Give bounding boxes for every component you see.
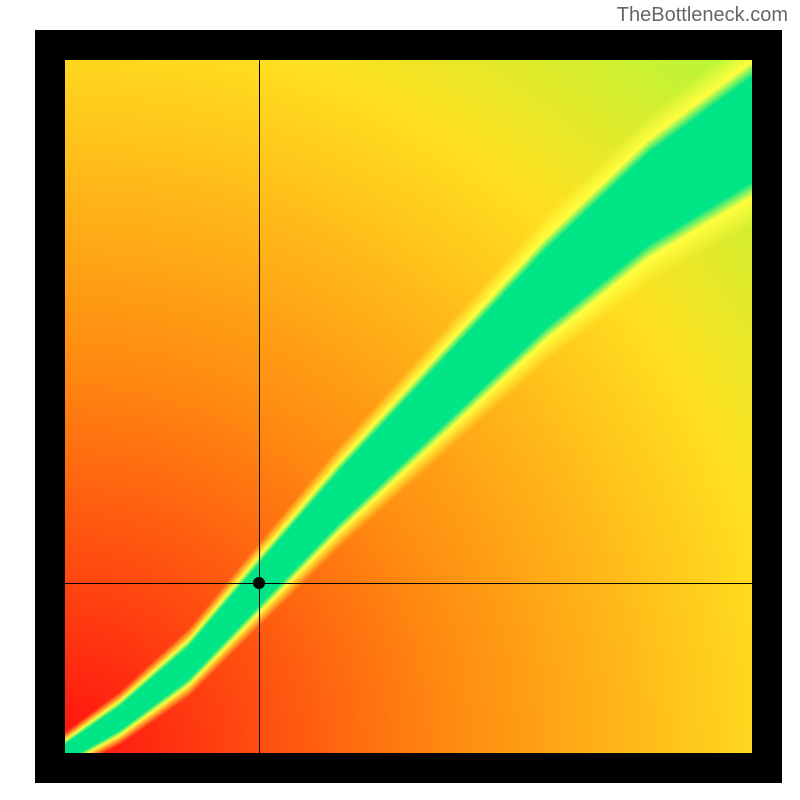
crosshair-horizontal xyxy=(65,583,752,584)
chart-container: TheBottleneck.com xyxy=(0,0,800,800)
watermark-text: TheBottleneck.com xyxy=(617,4,788,27)
plot-area xyxy=(65,60,752,753)
heatmap-canvas xyxy=(65,60,752,753)
crosshair-vertical xyxy=(259,60,260,753)
marker-point xyxy=(253,577,265,589)
